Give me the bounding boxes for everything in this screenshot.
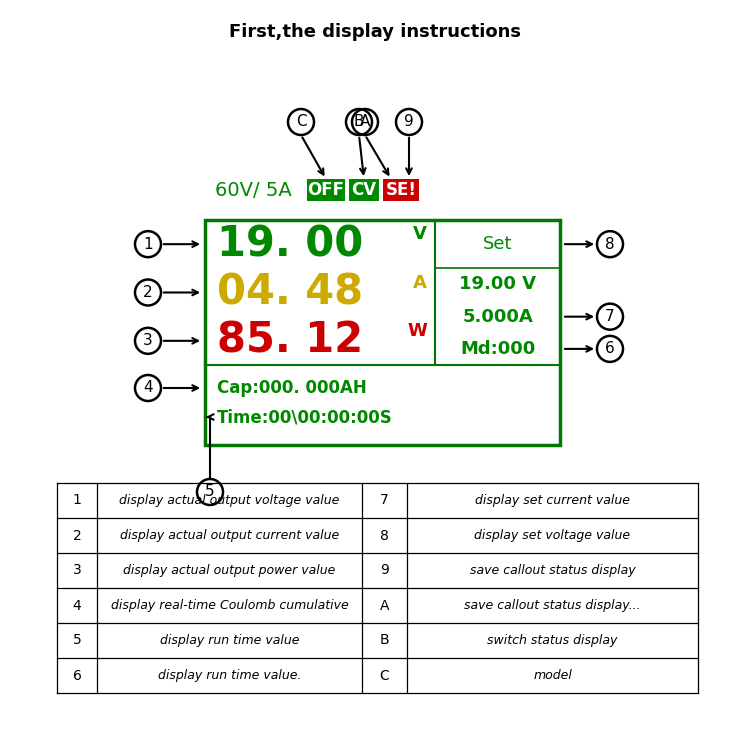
Text: 8: 8	[380, 529, 389, 542]
Bar	[349, 179, 379, 201]
Text: 19.00 V: 19.00 V	[459, 275, 536, 293]
Text: 4: 4	[73, 598, 81, 613]
Text: Set: Set	[483, 236, 512, 254]
Text: 7: 7	[380, 494, 388, 508]
Text: Md:000: Md:000	[460, 340, 536, 358]
Text: 60V/ 5A: 60V/ 5A	[215, 181, 292, 200]
Text: A: A	[360, 115, 370, 130]
Text: 5: 5	[73, 634, 81, 647]
Text: 1: 1	[73, 494, 82, 508]
Text: 3: 3	[143, 333, 153, 348]
Bar	[383, 179, 419, 201]
Text: 2: 2	[143, 285, 153, 300]
Text: 3: 3	[73, 563, 81, 578]
Text: display real-time Coulomb cumulative: display real-time Coulomb cumulative	[111, 599, 348, 612]
Text: 5: 5	[206, 484, 214, 500]
Text: 2: 2	[73, 529, 81, 542]
Text: display set voltage value: display set voltage value	[475, 529, 631, 542]
Text: CV: CV	[352, 181, 376, 199]
Text: 7: 7	[605, 309, 615, 324]
Text: OFF: OFF	[308, 181, 344, 199]
Text: save callout status display...: save callout status display...	[464, 599, 640, 612]
Text: Cap:000. 000AH: Cap:000. 000AH	[217, 379, 367, 397]
Bar	[205, 220, 560, 445]
Text: 6: 6	[605, 341, 615, 356]
Text: switch status display: switch status display	[488, 634, 618, 647]
Text: 6: 6	[73, 668, 82, 682]
Text: A: A	[413, 274, 427, 292]
Text: First,the display instructions: First,the display instructions	[229, 23, 521, 41]
Text: W: W	[407, 322, 427, 340]
Text: B: B	[380, 634, 389, 647]
Text: B: B	[354, 115, 364, 130]
Text: 9: 9	[380, 563, 389, 578]
Text: 4: 4	[143, 380, 153, 395]
Text: A: A	[380, 598, 389, 613]
Text: 8: 8	[605, 237, 615, 252]
Text: 19. 00: 19. 00	[217, 224, 363, 266]
Text: display set current value: display set current value	[475, 494, 630, 507]
Text: 04. 48: 04. 48	[217, 272, 363, 314]
Text: 9: 9	[404, 115, 414, 130]
Text: V: V	[413, 225, 427, 243]
Text: SE!: SE!	[386, 181, 416, 199]
Text: display run time value: display run time value	[160, 634, 299, 647]
Text: display run time value.: display run time value.	[158, 669, 302, 682]
Text: 85. 12: 85. 12	[217, 320, 363, 362]
Text: display actual output current value: display actual output current value	[120, 529, 339, 542]
Text: C: C	[380, 668, 389, 682]
Text: model: model	[533, 669, 572, 682]
Text: C: C	[296, 115, 306, 130]
Text: display actual output power value: display actual output power value	[123, 564, 336, 577]
Text: 5.000A: 5.000A	[462, 308, 532, 326]
Bar	[307, 179, 345, 201]
Text: Time:00\00:00:00S: Time:00\00:00:00S	[217, 408, 393, 426]
Text: 1: 1	[143, 237, 153, 252]
Text: save callout status display: save callout status display	[470, 564, 635, 577]
Text: display actual output voltage value: display actual output voltage value	[119, 494, 340, 507]
